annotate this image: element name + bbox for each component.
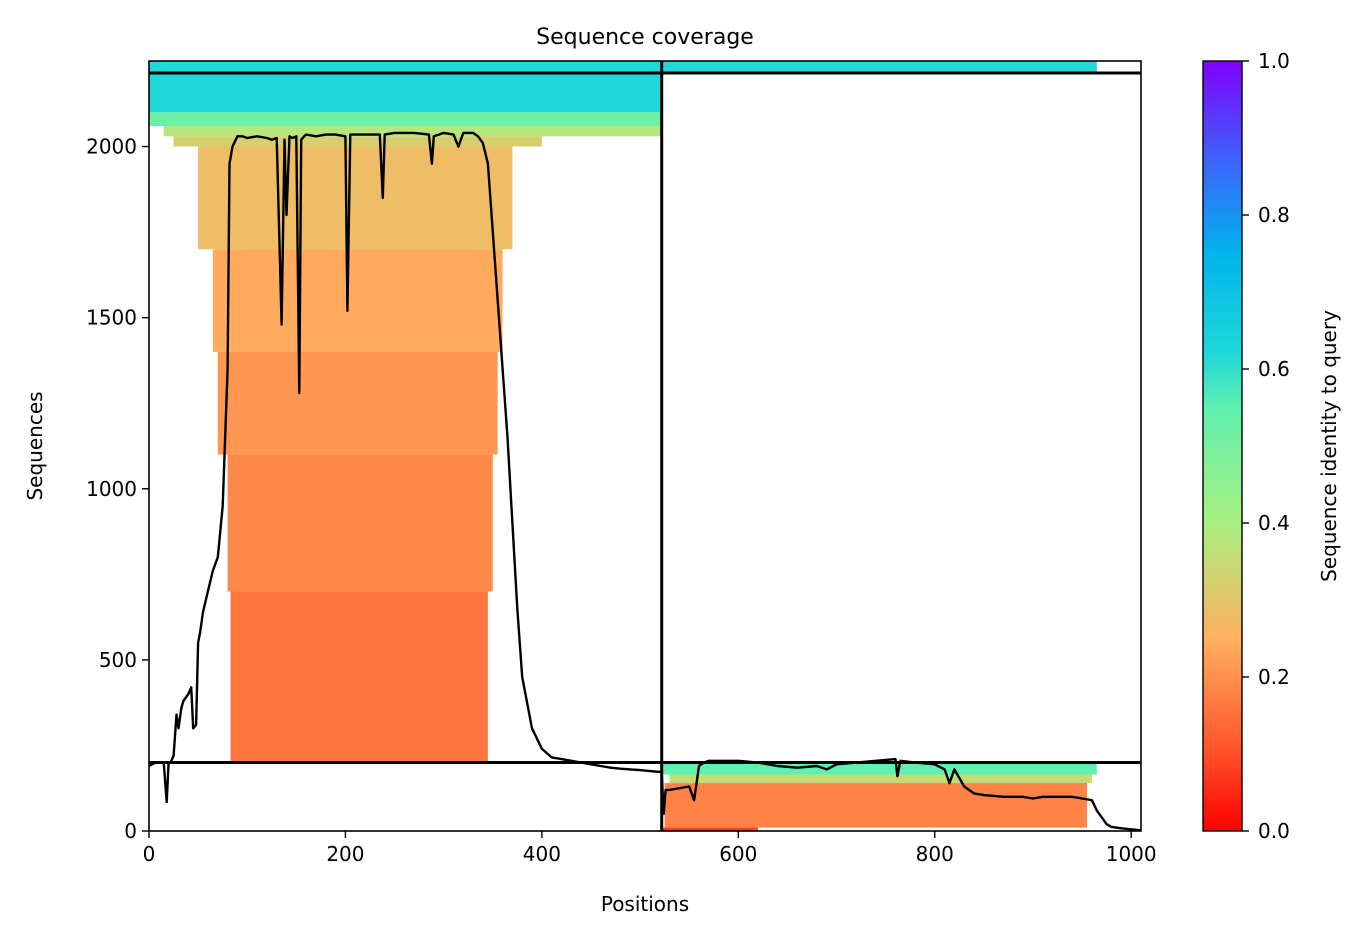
colorbar: 0.0 0.2 0.4 0.6 0.8 1.0 Sequence identity to … (1202, 49, 1341, 843)
colorbar-tick-label: 0.4 (1258, 511, 1290, 535)
coverage-block (661, 762, 1097, 775)
y-tick-label: 0 (124, 819, 137, 843)
x-axis-label: Positions (601, 892, 689, 916)
coverage-block (149, 112, 662, 127)
y-tick-label: 500 (99, 648, 137, 672)
x-tick-label: 200 (326, 842, 364, 866)
x-tick-label: 0 (143, 842, 156, 866)
coverage-block (212, 249, 503, 352)
colorbar-tick-label: 0.0 (1258, 819, 1290, 843)
coverage-block (669, 774, 1092, 784)
coverage-block (661, 827, 758, 831)
coverage-line (149, 131, 1141, 831)
coverage-block (149, 72, 662, 113)
coverage-blocks (149, 61, 1097, 831)
y-axis-ticks: 0 500 1000 1500 2000 (86, 135, 149, 843)
plot-frame (148, 60, 1142, 832)
colorbar-label: Sequence identity to query (1317, 310, 1341, 582)
colorbar-tick-label: 0.8 (1258, 203, 1290, 227)
colorbar-ticks: 0.0 0.2 0.4 0.6 0.8 1.0 (1242, 49, 1290, 843)
colorbar-gradient (1202, 60, 1243, 832)
coverage-block (198, 146, 513, 250)
x-tick-label: 400 (523, 842, 561, 866)
x-tick-label: 1000 (1106, 842, 1157, 866)
coverage-block (217, 351, 498, 455)
coverage-block (230, 591, 488, 763)
colorbar-tick-label: 0.2 (1258, 665, 1290, 689)
y-tick-label: 1500 (86, 306, 137, 330)
coverage-block (173, 136, 542, 147)
y-axis-label: Sequences (23, 391, 47, 500)
colorbar-tick-label: 0.6 (1258, 357, 1290, 381)
chart-title: Sequence coverage (536, 25, 754, 50)
coverage-block (163, 126, 662, 137)
chain-boundaries (149, 61, 1141, 831)
y-tick-label: 1000 (86, 477, 137, 501)
x-axis-ticks: 0 200 400 600 800 1000 (143, 831, 1157, 866)
x-tick-label: 600 (719, 842, 757, 866)
coverage-block (661, 61, 1097, 73)
colorbar-tick-label: 1.0 (1258, 49, 1290, 73)
coverage-block (227, 454, 493, 592)
coverage-block (149, 61, 662, 73)
plot-area (149, 61, 1141, 831)
x-tick-label: 800 (916, 842, 954, 866)
coverage-block (664, 783, 1087, 828)
y-tick-label: 2000 (86, 135, 137, 159)
